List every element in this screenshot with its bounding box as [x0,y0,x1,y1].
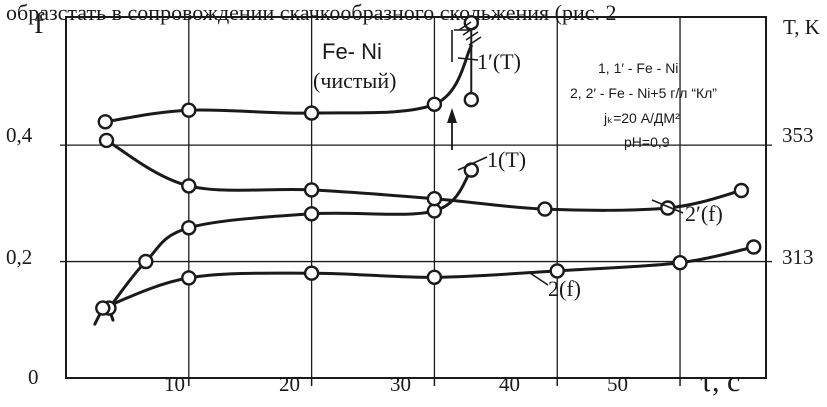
material-label-line2: (чистый) [313,68,396,93]
legend-note-line-1: 1, 1′ - Fe - Ni [598,60,678,76]
leader-1 [457,156,488,171]
series-2-prime-f-point-0 [98,132,115,149]
legend-note-line-3: jₖ=20 А/ДМ² [603,110,680,126]
series-1-prime-T-line [103,44,473,124]
leader-2-prime [651,199,684,214]
y-tick-label-0-4: 0,4 [6,123,33,147]
plot-frame [65,16,767,379]
y-tick-labels-left: 0 0,2 0,4 [6,123,39,389]
series-1-T-point-1 [138,253,154,270]
x-tick-label-30: 30 [390,372,411,396]
y-tick-labels-right: 313 353 [782,123,814,269]
series-2-prime-f-point-4 [537,201,553,217]
series-1-T-point-2 [181,220,197,236]
legend-note: 1, 1′ - Fe - Ni 2, 2′ - Fe - Ni+5 г/л “К… [570,60,717,150]
series-2-f-point-4 [549,263,565,279]
y-tick-label-313: 313 [782,245,814,269]
hatch-mark [451,21,482,62]
label-leaders [457,57,684,286]
series-2-f-point-0 [95,300,111,316]
series-2-prime-f-point-6 [733,182,750,199]
leader-1-prime [457,57,479,61]
series-2-prime-f-point-1 [181,178,197,194]
y-axis-label-left: f [34,7,44,40]
series-1-prime-T-point-2 [303,105,320,121]
y-tick-label-0: 0 [28,365,39,389]
series-2-f-point-5 [672,255,688,271]
x-tick-label-10: 10 [164,372,185,396]
series-1-prime-T-point-0 [97,114,114,130]
marker-layer [95,15,762,316]
series-label-1-T: 1(T) [487,147,526,172]
jump-point-0 [463,15,479,31]
series-2-f-point-2 [303,265,320,281]
y-axis-label-right: T, K [783,15,820,39]
series-label-1-prime-T: 1′(T) [477,49,521,74]
x-tick-label-20: 20 [279,372,300,396]
x-tick-labels: 10 20 30 40 50 [164,372,628,396]
jump-arrow [447,108,457,150]
y-tick-label-0-2: 0,2 [6,245,32,269]
series-2-f-point-3 [426,269,443,285]
jump-point-1 [463,91,479,108]
series-1-T-point-3 [303,206,320,222]
legend-note-line-4: pH=0,9 [624,134,670,150]
x-tick-label-40: 40 [499,372,520,396]
series-1-prime-T-point-3 [426,96,443,113]
y-tick-label-353: 353 [782,123,814,147]
material-label-line1: Fe- Ni [322,39,382,64]
series-2-prime-f-line [105,138,743,212]
series-label-2-prime-f: 2′(f) [685,201,723,226]
series-2-prime-f-point-2 [303,182,320,198]
series-2-f-point-6 [746,239,762,255]
x-tick-label-50: 50 [607,372,628,396]
series-2-f-point-1 [181,270,197,286]
legend-note-line-2: 2, 2′ - Fe - Ni+5 г/л “Кл” [570,85,717,101]
series-1-prime-T-point-1 [181,102,197,118]
series-label-2-f: 2(f) [548,276,581,301]
series-2-prime-f-point-3 [426,190,443,207]
x-axis-label: τ, c [700,365,740,398]
leader-2 [529,272,549,286]
